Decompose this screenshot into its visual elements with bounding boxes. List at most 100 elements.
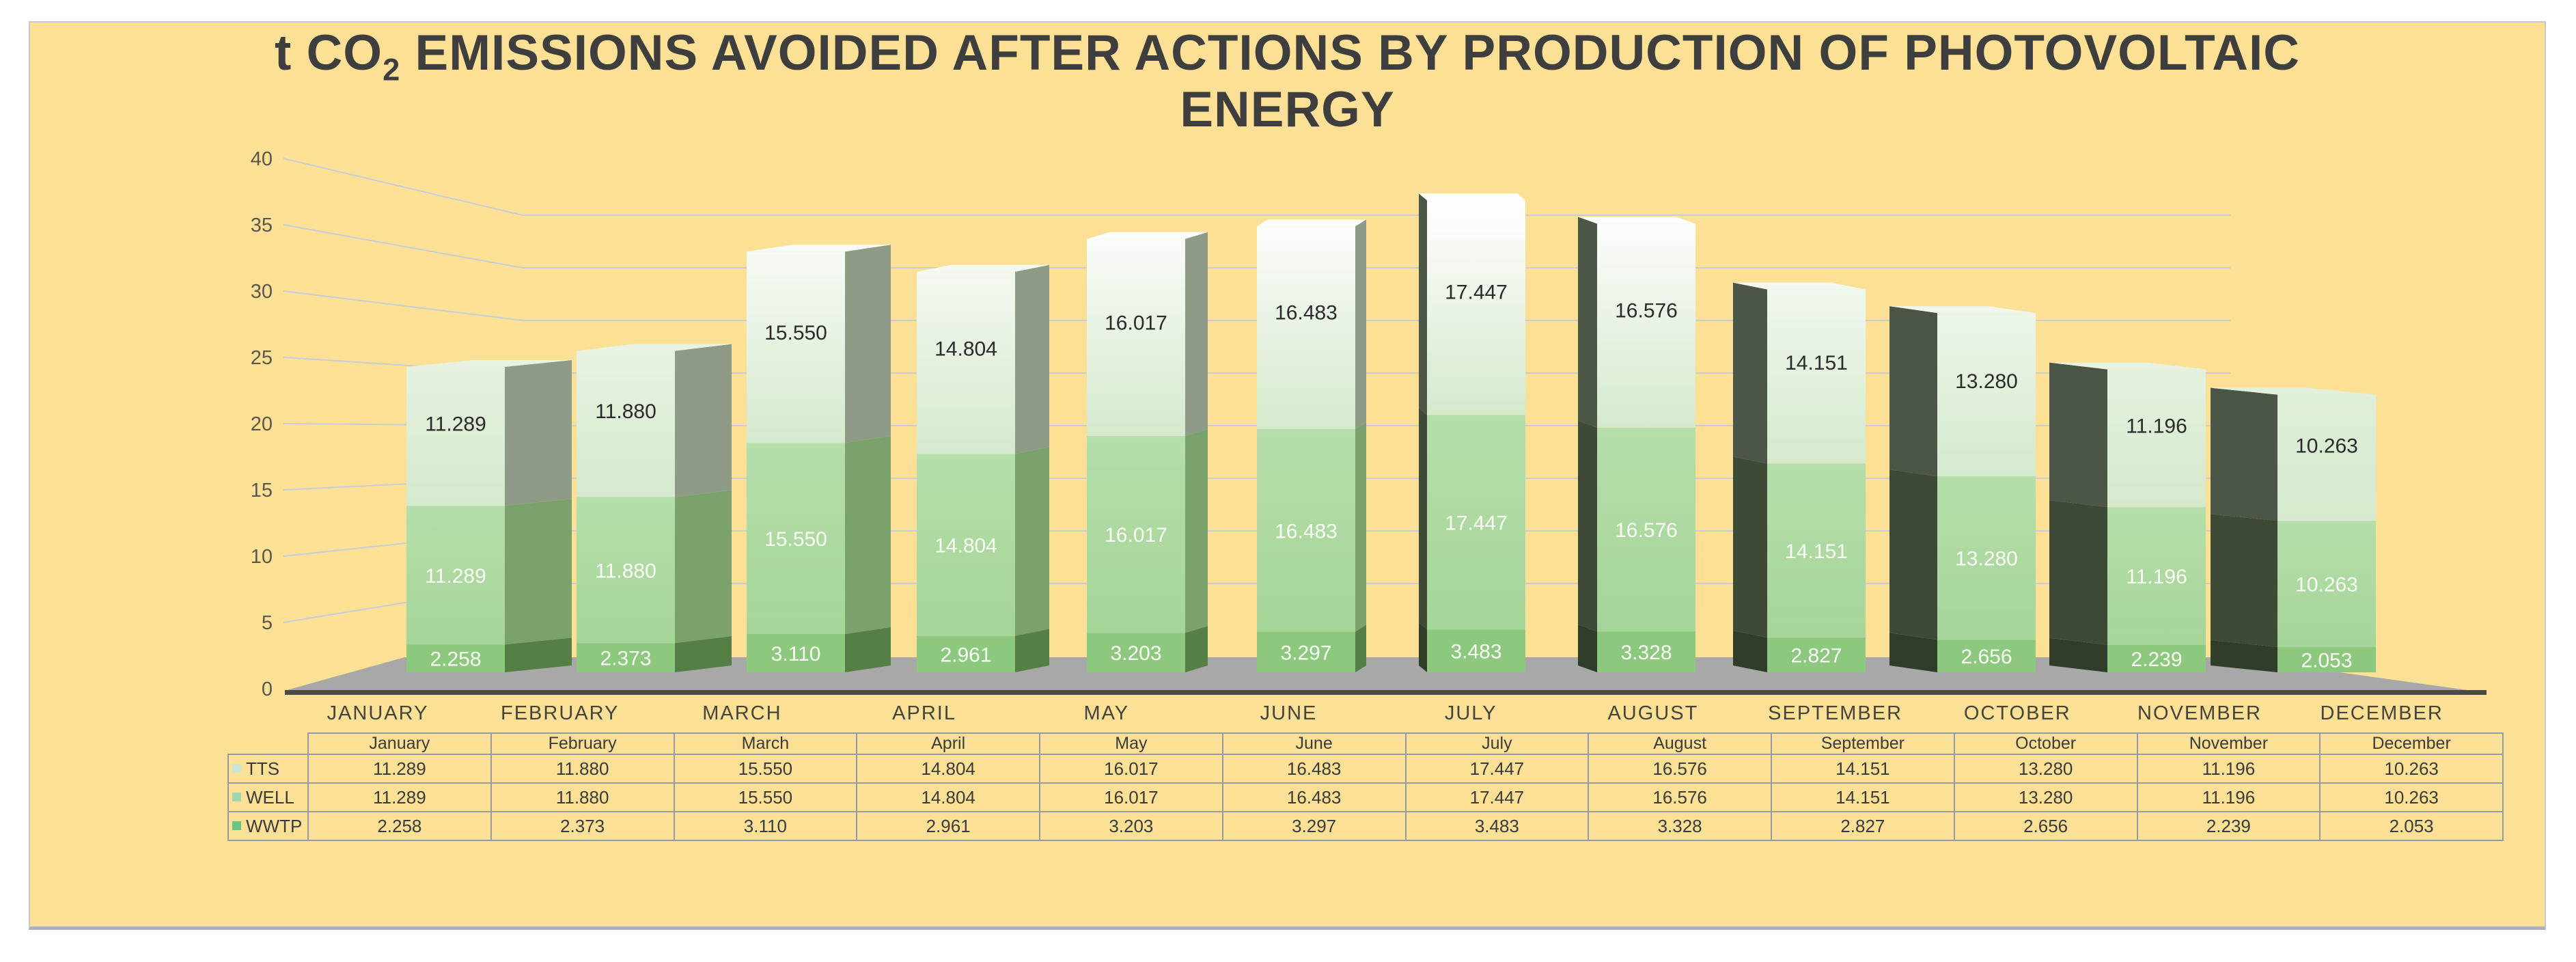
label-well-december: 10.263: [2295, 574, 2358, 596]
label-well-june: 16.483: [1275, 520, 1338, 542]
category-axis-line: [285, 690, 2487, 695]
bar-october: 13.280 13.280 2.656: [1889, 306, 2036, 672]
bar-side-well-april: [1015, 447, 1049, 636]
bar-segment-wwtp-december: [2277, 647, 2376, 672]
table-column-header: March: [673, 732, 858, 755]
bar-segment-well-october: [1937, 476, 2036, 640]
bar-side-well-january: [505, 499, 572, 645]
bar-segment-well-february: [577, 497, 675, 644]
table-cell: 14.804: [856, 782, 1040, 812]
bar-side-tts-march: [845, 245, 891, 443]
bar-segment-well-june: [1257, 428, 1355, 632]
table-cell: 11.196: [2136, 782, 2321, 812]
label-well-july: 17.447: [1445, 512, 1508, 534]
legend-swatch-wwtp: [232, 821, 241, 831]
label-well-august: 16.576: [1615, 519, 1678, 542]
x-axis-label-march: MARCH: [702, 702, 781, 724]
label-well-january: 11.289: [425, 565, 486, 588]
bar-june: 16.483 16.483 3.297: [1257, 219, 1366, 672]
bar-segment-tts-january: [406, 366, 505, 506]
table-header-row: January February March April May June July Augu…: [228, 732, 2504, 755]
table-cell: 16.483: [1221, 782, 1407, 812]
table-corner-cell: [228, 733, 308, 754]
bar-side-well-november: [2049, 500, 2107, 645]
bar-side-well-september: [1733, 456, 1767, 638]
table-cell: 14.151: [1771, 782, 1955, 812]
bar-side-tts-april: [1015, 264, 1049, 454]
bar-top-face-may: [1087, 232, 1208, 239]
table-cell: 11.289: [307, 782, 492, 812]
label-well-september: 14.151: [1785, 540, 1848, 563]
bar-side-tts-january: [505, 359, 572, 506]
bar-side-tts-february: [675, 344, 732, 497]
bar-side-wwtp-september: [1733, 631, 1767, 672]
label-tts-may: 16.017: [1105, 312, 1167, 334]
table-column-header: June: [1221, 732, 1407, 755]
label-wwtp-february: 2.373: [600, 648, 651, 670]
label-tts-december: 10.263: [2295, 435, 2358, 458]
bar-side-wwtp-january: [505, 637, 572, 672]
bar-segment-tts-june: [1257, 226, 1355, 429]
table-cell: 10.263: [2319, 782, 2504, 812]
bar-side-tts-august: [1578, 217, 1597, 428]
table-cell: 17.447: [1404, 782, 1590, 812]
table-cell: 2.373: [490, 811, 675, 841]
bar-segment-well-april: [917, 454, 1015, 636]
table-cell: 10.263: [2319, 754, 2504, 784]
bar-segment-wwtp-april: [917, 635, 1015, 672]
bar-side-wwtp-november: [2049, 637, 2107, 672]
bar-side-well-march: [845, 436, 891, 635]
bar-segment-tts-november: [2107, 369, 2206, 508]
bar-segment-wwtp-august: [1597, 631, 1695, 672]
data-table: January February March April May June July Augu…: [227, 732, 2504, 841]
table-cell: 14.804: [856, 754, 1040, 784]
label-wwtp-july: 3.483: [1450, 641, 1501, 663]
table-cell: 3.328: [1588, 811, 1772, 841]
bar-segment-well-may: [1087, 436, 1185, 633]
y-axis-tick-40: 40: [251, 148, 273, 170]
bar-side-tts-september: [1733, 282, 1767, 464]
label-tts-june: 16.483: [1275, 302, 1338, 325]
bar-top-face-september: [1733, 282, 1866, 290]
bar-top-face-august: [1578, 217, 1695, 224]
label-wwtp-may: 3.203: [1110, 642, 1161, 665]
bars-layer: 11.289 11.289 2.258 11.880 11.880 2.373 15.550…: [406, 193, 2376, 672]
data-table-head: January February March April May June July Augu…: [228, 732, 2504, 755]
bar-segment-well-january: [406, 506, 505, 645]
x-axis-label-november: NOVEMBER: [2137, 702, 2262, 724]
label-tts-august: 16.576: [1615, 300, 1678, 322]
table-column-header: April: [856, 732, 1040, 755]
y-axis-tick-10: 10: [251, 546, 273, 568]
table-row-label-wwtp: WWTP: [227, 811, 309, 841]
bar-segment-well-march: [747, 443, 845, 635]
label-wwtp-january: 2.258: [430, 648, 481, 671]
bar-segment-tts-october: [1937, 313, 2036, 477]
x-axis-label-august: AUGUST: [1607, 702, 1698, 724]
y-axis-tick-0: 0: [262, 678, 273, 700]
x-axis-label-july: JULY: [1445, 702, 1497, 724]
bar-segment-wwtp-november: [2107, 644, 2206, 672]
bar-november: 11.196 11.196 2.239: [2049, 362, 2206, 672]
label-wwtp-december: 2.053: [2301, 650, 2352, 672]
bar-segment-tts-may: [1087, 238, 1185, 437]
label-wwtp-september: 2.827: [1790, 645, 1842, 668]
label-tts-november: 11.196: [2126, 415, 2187, 437]
axis-labels-layer: 0 5 10 15 20 25 30 35 40 JANUARY FEBRUARY MARCH APRI…: [251, 148, 2442, 724]
table-column-header: August: [1588, 732, 1772, 755]
table-column-header: October: [1953, 732, 2138, 755]
label-wwtp-november: 2.239: [2131, 648, 2182, 671]
y-axis-tick-35: 35: [251, 215, 273, 236]
table-cell: 11.196: [2136, 754, 2321, 784]
bar-segment-wwtp-september: [1767, 637, 1866, 672]
bar-side-wwtp-february: [675, 636, 732, 672]
x-axis-label-june: JUNE: [1260, 702, 1318, 724]
title-line2: ENERGY: [1180, 82, 1395, 138]
label-tts-july: 17.447: [1445, 281, 1508, 304]
label-well-february: 11.880: [595, 560, 656, 582]
bar-side-well-may: [1185, 429, 1208, 633]
label-well-march: 15.550: [764, 528, 827, 551]
bar-side-tts-july: [1419, 193, 1427, 415]
bar-segment-well-july: [1427, 415, 1525, 630]
bar-segment-wwtp-march: [747, 634, 845, 672]
bar-side-well-december: [2211, 514, 2277, 648]
